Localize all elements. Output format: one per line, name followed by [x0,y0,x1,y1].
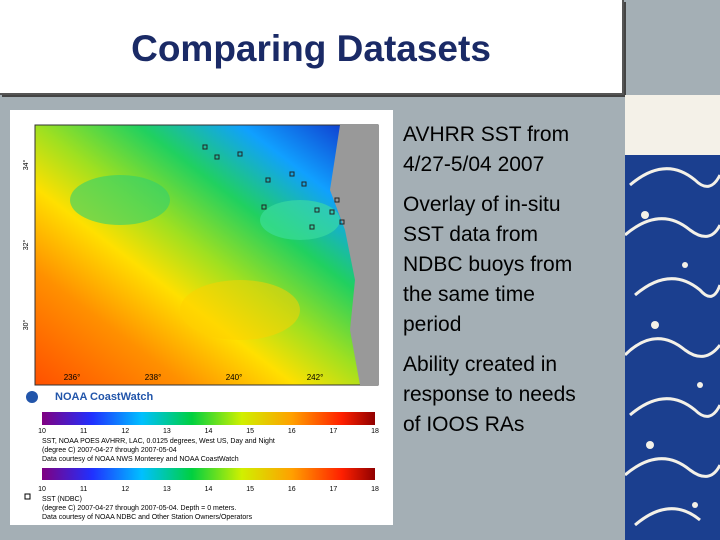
scale-tick-label: 11 [80,428,87,435]
scale-tick-label: 12 [121,428,129,435]
lon-label: 238° [145,373,162,382]
bullet-line: the same time [403,283,535,306]
scale-tick-label: 14 [205,486,213,493]
lat-label: 32° [22,240,30,251]
lon-label: 240° [226,373,243,382]
scale-caption: SST, NOAA POES AVHRR, LAC, 0.0125 degree… [42,438,275,445]
scale-tick-label: 18 [371,486,379,493]
slide-title: Comparing Datasets [131,28,491,69]
logo-icon [26,391,38,403]
bullet-list: AVHRR SST from 4/27-5/04 2007 Overlay of i… [403,120,623,450]
bullet-line: Overlay of in-situ [403,193,561,216]
bullet-line: AVHRR SST from [403,123,570,146]
bullet: AVHRR SST from 4/27-5/04 2007 [403,120,623,180]
scale-tick-label: 13 [163,486,171,493]
lon-label: 242° [307,373,324,382]
scale-tick-label: 12 [121,486,129,493]
bullet-line: 4/27-5/04 2007 [403,153,545,176]
scale-tick-label: 14 [205,428,213,435]
color-scale [42,468,375,480]
bullet-line: SST data from [403,223,539,246]
scale-tick-label: 11 [80,486,87,493]
scale-tick-label: 17 [329,428,337,435]
scale-tick-label: 15 [246,486,254,493]
bullet-line: Ability created in [403,353,558,376]
scale-tick-label: 16 [288,428,296,435]
wave-decoration [625,95,720,540]
scale-tick-label: 17 [329,486,337,493]
scale-caption: SST (NDBC) [42,496,82,503]
lat-label: 30° [22,320,30,331]
bullet: Overlay of in-situ SST data from NDBC buoy… [403,190,623,340]
bullet: Ability created in response to needs of IO… [403,350,623,440]
scale-caption: Data courtesy of NOAA NWS Monterey and N… [42,456,239,463]
bullet-line: of IOOS RAs [403,413,525,436]
scale-caption: Data courtesy of NOAA NDBC and Other Sta… [42,514,253,521]
scale-tick-label: 18 [371,428,379,435]
scale-tick-label: 16 [288,486,296,493]
scale-caption: (degree C) 2007-04-27 through 2007-05-04… [42,505,236,512]
bullet-line: period [403,313,462,336]
title-box: Comparing Datasets [0,0,624,95]
scale-tick-label: 10 [38,428,46,435]
lon-label: 236° [64,373,81,382]
logo: NOAA CoastWatch [55,391,153,403]
bullet-line: response to needs [403,383,576,406]
scale-tick-label: 15 [246,428,254,435]
bullet-line: NDBC buoys from [403,253,573,276]
buoy-symbol [24,493,31,500]
color-scale [42,412,375,425]
lat-label: 34° [22,160,30,171]
sst-figure: 34° 32° 30° 236° 238° 240° 242° NOAA CoastWat… [10,110,393,525]
scale-tick-label: 13 [163,428,171,435]
scale-tick-label: 10 [38,486,46,493]
scale-caption: (degree C) 2007-04-27 through 2007-05-04 [42,447,177,454]
